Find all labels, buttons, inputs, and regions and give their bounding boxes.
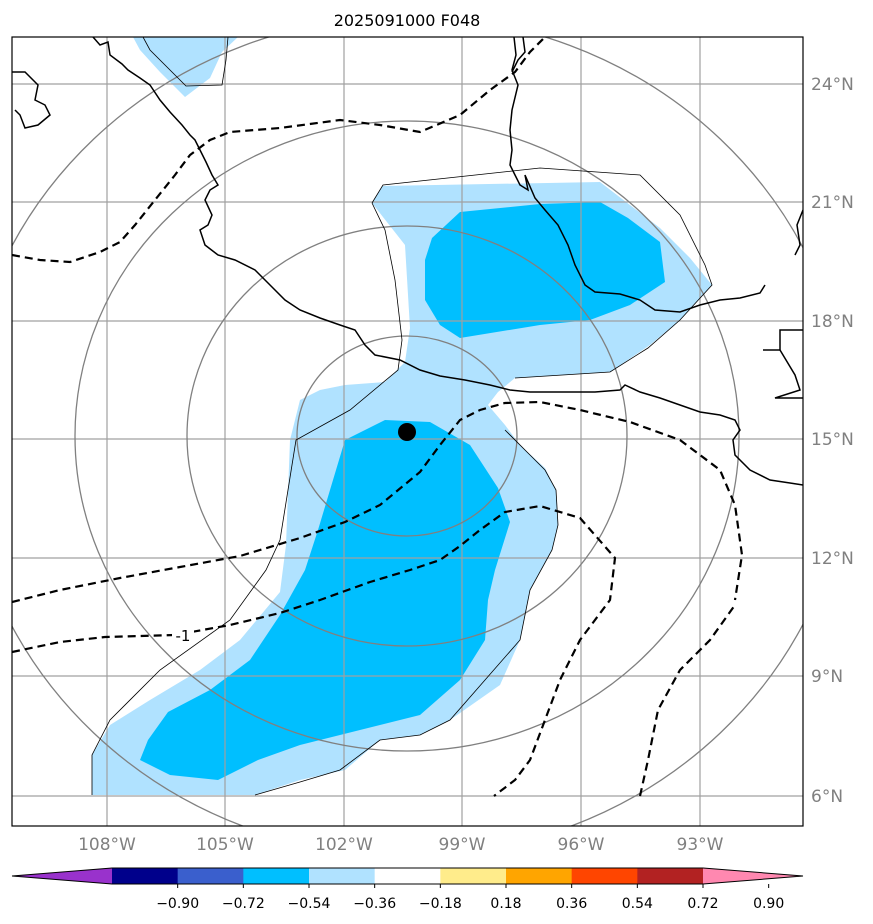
storm-center-marker (398, 423, 416, 441)
range-rings (12, 37, 803, 826)
lon-label: 99°W (439, 835, 486, 855)
colorbar-segment (374, 868, 441, 884)
shading-sky-blue (140, 202, 665, 780)
lon-label: 93°W (677, 835, 724, 855)
longitude-labels: 108°W 105°W 102°W 99°W 96°W 93°W (78, 835, 724, 855)
lon-label: 105°W (196, 835, 254, 855)
colorbar-tick-label: −0.54 (288, 896, 331, 912)
latitude-labels: 24°N 21°N 18°N 15°N 12°N 9°N 6°N (811, 75, 854, 807)
map-title: 2025091000 F048 (334, 11, 481, 30)
map-area: -1 (12, 37, 803, 826)
contour-label: -1 (176, 627, 191, 645)
colorbar-extend-low (12, 868, 112, 884)
colorbar-segment (571, 868, 638, 884)
lon-label: 108°W (78, 835, 136, 855)
lat-label: 6°N (811, 787, 843, 807)
colorbar-segment (112, 868, 179, 884)
colorbar-tick-label: −0.36 (353, 896, 396, 912)
colorbar-tick-label: −0.18 (419, 896, 462, 912)
colorbar-segment (506, 868, 573, 884)
colorbar-segment (440, 868, 507, 884)
colorbar-segment (177, 868, 244, 884)
thin-outlines (91, 37, 713, 796)
colorbar-tick-label: 0.54 (622, 896, 653, 912)
colorbar-tick-label: 0.90 (753, 896, 784, 912)
colorbar-outline (11, 867, 804, 885)
colorbar-segment (309, 868, 376, 884)
lat-label: 12°N (811, 549, 854, 569)
lon-label: 102°W (315, 835, 373, 855)
coastlines (12, 37, 803, 486)
map-frame (11, 36, 804, 827)
lat-label: 24°N (811, 75, 854, 95)
lon-label: 96°W (558, 835, 605, 855)
colorbar-tick-label: 0.18 (490, 896, 521, 912)
colorbar-segment (243, 868, 310, 884)
dashed-contours (12, 37, 744, 797)
colorbar-extend-high (703, 868, 803, 884)
colorbar-tick-label: −0.90 (156, 896, 199, 912)
lat-label: 9°N (811, 667, 843, 687)
lat-label: 18°N (811, 312, 854, 332)
colorbar-tick-label: 0.72 (687, 896, 718, 912)
colorbar-tick-label: 0.36 (556, 896, 587, 912)
colorbar-tick-label: −0.72 (222, 896, 265, 912)
colorbar-segment (637, 868, 704, 884)
colorbar: −0.90 −0.72 −0.54 −0.36 −0.18 0.18 0.36 0.54 0.7… (11, 867, 804, 912)
lat-label: 21°N (811, 193, 854, 213)
lat-label: 15°N (811, 430, 854, 450)
